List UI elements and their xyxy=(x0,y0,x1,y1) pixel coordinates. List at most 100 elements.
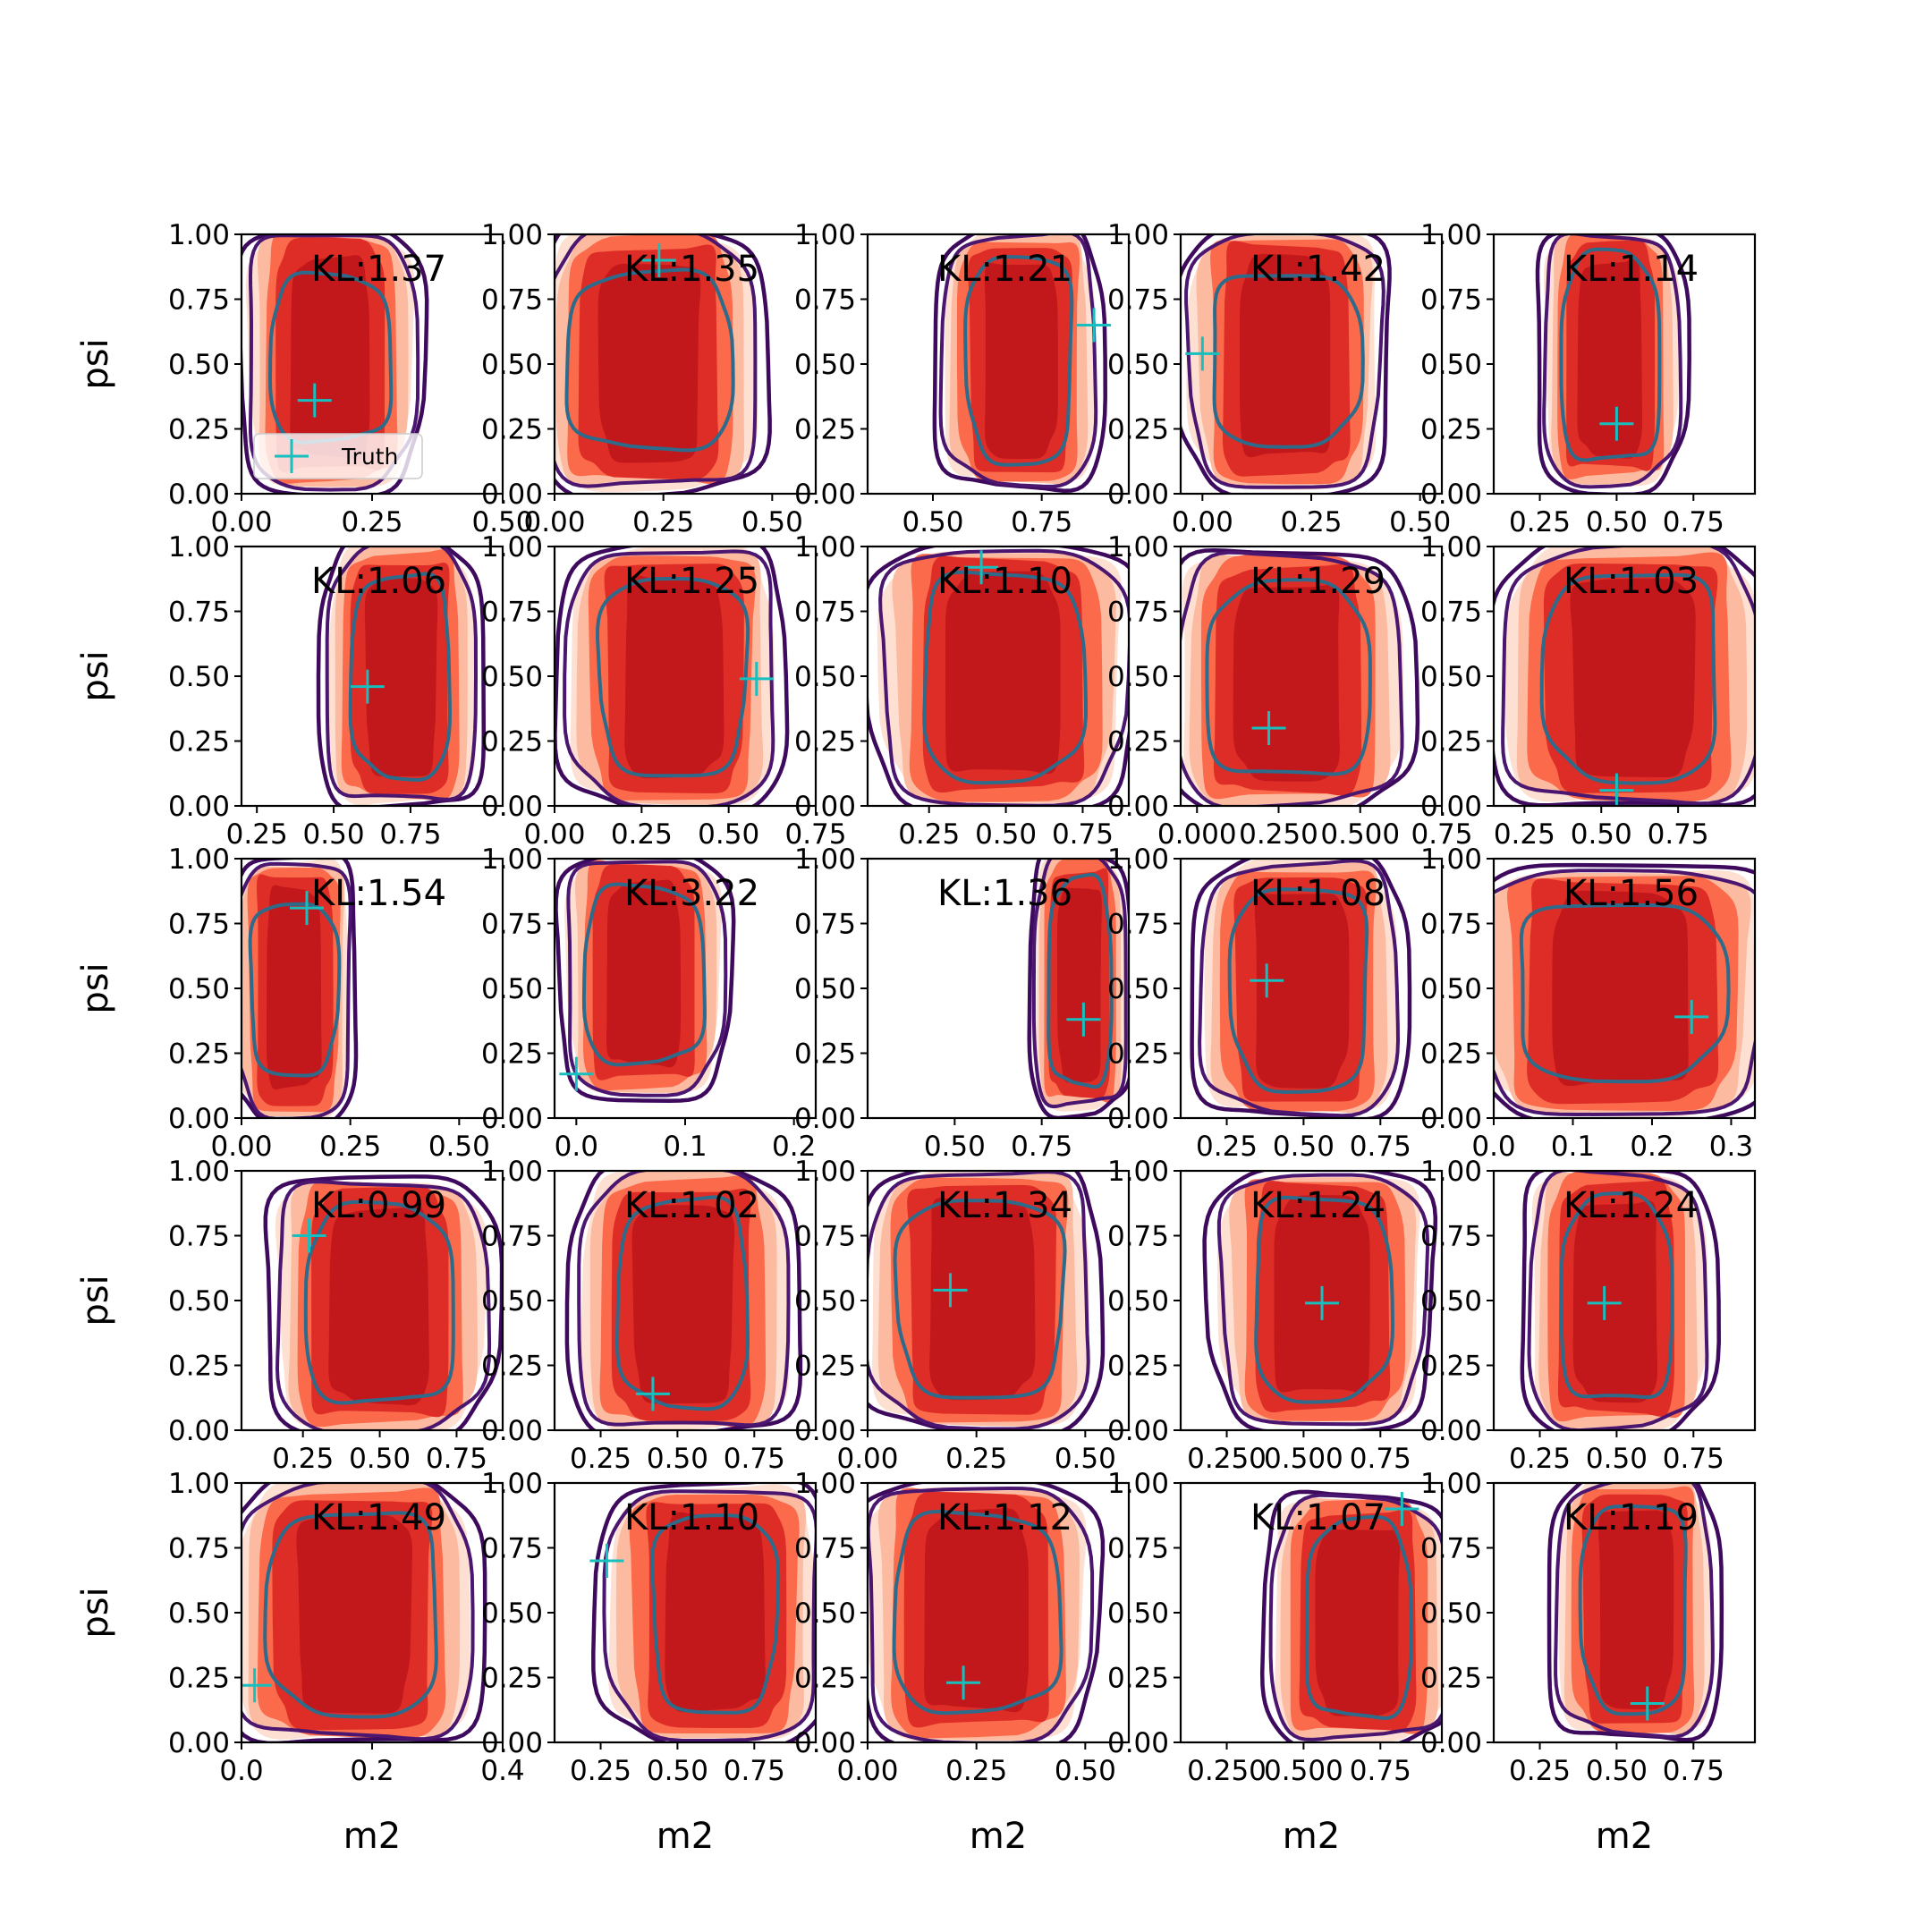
kl-annotation: KL:1.21 xyxy=(937,249,1072,290)
y-tick-label: 0.25 xyxy=(1420,1663,1482,1695)
x-tick-label: 0.500 xyxy=(1320,818,1400,851)
x-tick-label: 0.00 xyxy=(210,506,272,538)
truth-marker xyxy=(297,383,332,418)
subplot-r3-c2: 0.00 0.25 0.50 0.75 1.00 0.0 0.1 0.2 KL:3.22 xyxy=(481,843,818,1163)
kl-annotation: KL:1.56 xyxy=(1563,873,1699,914)
y-tick-label: 0.25 xyxy=(794,1038,856,1071)
x-tick-label: 0.1 xyxy=(663,1131,707,1163)
truth-marker xyxy=(1385,1492,1419,1526)
y-tick-label: 0.50 xyxy=(794,661,856,693)
kl-annotation: KL:1.14 xyxy=(1563,249,1699,290)
y-tick-label: 0.75 xyxy=(481,909,543,941)
density-plot-area xyxy=(242,234,429,494)
y-tick-label: 0.00 xyxy=(794,791,856,823)
truth-marker xyxy=(1587,1285,1622,1320)
truth-marker xyxy=(1599,406,1634,441)
truth-marker xyxy=(933,1273,968,1308)
y-tick-label: 0.00 xyxy=(794,479,856,511)
y-tick-label: 0.00 xyxy=(168,1103,230,1135)
x-tick-label: 0.75 xyxy=(1350,1131,1411,1163)
kl-annotation: KL:1.06 xyxy=(311,561,446,602)
y-tick-label: 0.00 xyxy=(1107,479,1169,511)
y-tick-label: 0.50 xyxy=(1107,661,1169,693)
y-tick-label: 0.50 xyxy=(1107,349,1169,381)
truth-marker xyxy=(946,1665,981,1700)
y-tick-label: 1.00 xyxy=(1420,1468,1482,1500)
y-tick-label: 0.75 xyxy=(1107,597,1169,629)
inner-contour-line xyxy=(303,1199,455,1405)
x-tick-label: 0.00 xyxy=(210,1131,272,1163)
y-tick-label: 0.75 xyxy=(481,1533,543,1565)
subplot-r2-c3: 0.00 0.25 0.50 0.75 1.00 0.25 0.50 0.75 KL:1.10 xyxy=(794,531,1131,851)
x-tick-label: 0.50 xyxy=(1055,1443,1116,1475)
x-tick-label: 0.250 xyxy=(1239,818,1318,851)
y-tick-label: 0.25 xyxy=(1107,1351,1169,1383)
density-fill-level-5 xyxy=(1315,1529,1401,1716)
outer-contour-line xyxy=(868,1483,1106,1742)
subplot-r2-c4: 0.00 0.25 0.50 0.75 1.00 0.000 0.250 0.500 0.75 K… xyxy=(1107,531,1473,851)
y-tick-label: 0.00 xyxy=(481,1727,543,1759)
x-tick-label: 0.250 xyxy=(1187,1755,1267,1787)
x-tick-label: 0.00 xyxy=(836,1443,898,1475)
middle-contour-line xyxy=(1554,1483,1715,1739)
subplot-r4-c3: 0.00 0.25 0.50 0.75 1.00 0.00 0.25 0.50 KL:1.34 xyxy=(794,1156,1131,1475)
density-plot-area xyxy=(1520,1171,1721,1430)
y-tick-label: 1.00 xyxy=(1107,219,1169,251)
y-tick-label: 0.00 xyxy=(1107,1103,1169,1135)
kl-annotation: KL:1.42 xyxy=(1250,249,1385,290)
x-tick-label: 0.25 xyxy=(945,1755,1007,1787)
y-tick-label: 0.50 xyxy=(794,1597,856,1630)
truth-marker xyxy=(1251,711,1286,745)
y-tick-label: 0.25 xyxy=(481,1351,543,1383)
subplot-r5-c1: 0.00 0.25 0.50 0.75 1.00 0.0 0.2 0.4 KL:1.49 psi m… xyxy=(75,1468,525,1857)
x-tick-label: 0.0 xyxy=(219,1755,263,1787)
inner-contour-line xyxy=(1559,247,1662,462)
density-plot-area xyxy=(868,1483,1106,1742)
truth-marker xyxy=(1066,1002,1101,1037)
truth-marker xyxy=(1305,1285,1340,1320)
outer-contour-line xyxy=(242,859,359,1118)
density-fill-level-5 xyxy=(1570,578,1696,777)
y-tick-label: 0.75 xyxy=(1107,1221,1169,1253)
outer-contour-line xyxy=(263,1174,503,1430)
density-fill-level-5 xyxy=(606,879,682,1068)
x-tick-label: 0.25 xyxy=(611,818,673,851)
middle-contour-line xyxy=(1198,859,1401,1118)
truth-marker xyxy=(242,1668,272,1703)
x-tick-label: 0.50 xyxy=(1389,506,1451,538)
x-tick-label: 0.50 xyxy=(1055,1755,1116,1787)
kl-annotation: KL:1.10 xyxy=(937,561,1072,602)
kl-annotation: KL:1.24 xyxy=(1563,1185,1699,1226)
kl-annotation: KL:1.35 xyxy=(624,249,759,290)
x-tick-label: 0.75 xyxy=(1663,1443,1724,1475)
y-tick-label: 0.50 xyxy=(168,349,230,381)
density-plot-area xyxy=(1494,547,1755,806)
subplot-r1-c5: 0.00 0.25 0.50 0.75 1.00 0.25 0.50 0.75 KL:1.14 xyxy=(1420,219,1757,538)
truth-marker xyxy=(350,669,385,704)
y-tick-label: 1.00 xyxy=(481,1156,543,1188)
inner-contour-line xyxy=(892,1509,1063,1716)
x-axis-label: m2 xyxy=(1596,1816,1653,1857)
y-tick-label: 0.25 xyxy=(1107,1663,1169,1695)
x-tick-label: 0.00 xyxy=(1172,506,1233,538)
subplot-r1-c4: 0.00 0.25 0.50 0.75 1.00 0.00 0.25 0.50 KL:1.42 xyxy=(1107,219,1451,538)
y-tick-label: 1.00 xyxy=(1420,1156,1482,1188)
y-tick-label: 0.25 xyxy=(481,414,543,446)
y-tick-label: 0.25 xyxy=(168,1351,230,1383)
middle-contour-line xyxy=(602,1489,816,1742)
x-tick-label: 0.75 xyxy=(1011,1131,1072,1163)
density-plot-area xyxy=(868,547,1129,806)
y-tick-label: 1.00 xyxy=(794,219,856,251)
y-tick-label: 0.75 xyxy=(168,909,230,941)
subplot-r3-c1: 0.00 0.25 0.50 0.75 1.00 0.00 0.25 0.50 KL:1.54 p… xyxy=(75,843,504,1163)
outer-contour-line xyxy=(1259,1489,1442,1742)
middle-contour-line xyxy=(555,234,758,488)
middle-contour-line xyxy=(1542,234,1683,489)
truth-marker xyxy=(589,1544,624,1578)
density-plot-area xyxy=(1190,859,1412,1118)
middle-contour-line xyxy=(878,548,1129,806)
inner-contour-line xyxy=(1559,1191,1674,1400)
y-tick-label: 0.50 xyxy=(481,973,543,1005)
inner-contour-line xyxy=(564,267,735,453)
y-tick-label: 1.00 xyxy=(1107,843,1169,876)
